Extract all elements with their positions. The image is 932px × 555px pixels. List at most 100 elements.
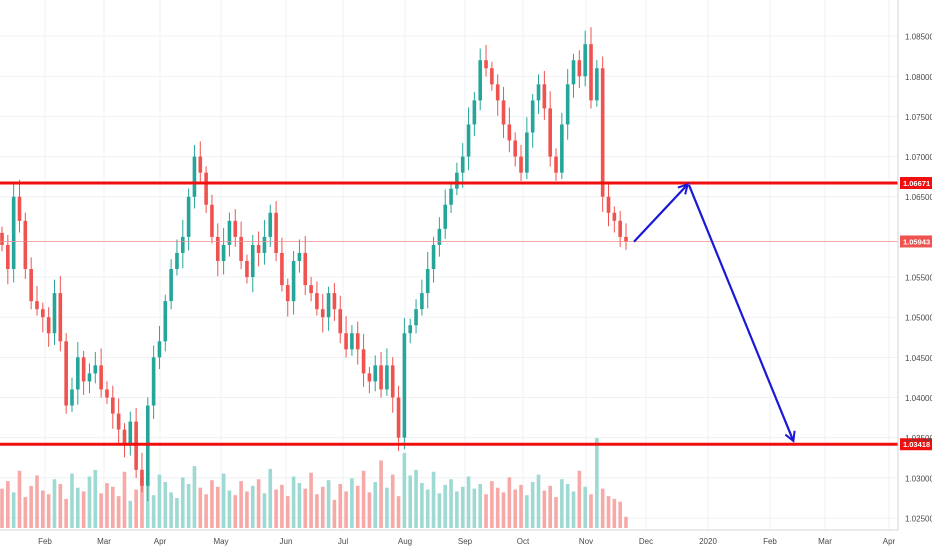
projection-arrows[interactable] xyxy=(633,184,793,440)
candle-body xyxy=(239,236,243,261)
volume-bar xyxy=(169,492,173,528)
candle-body xyxy=(332,293,337,310)
time-tick-label: Jun xyxy=(280,537,293,546)
candle-body xyxy=(245,260,249,278)
volume-bar xyxy=(560,479,564,528)
candle-body xyxy=(227,220,232,245)
candle-body xyxy=(618,220,622,237)
candle-body xyxy=(169,269,173,302)
volume-bar xyxy=(239,481,243,528)
time-tick-label: Mar xyxy=(97,537,111,546)
candle-body xyxy=(542,84,547,109)
volume-bar xyxy=(81,491,86,528)
volume-bar xyxy=(361,470,366,528)
volume-bar xyxy=(0,488,4,528)
volume-bar xyxy=(554,497,558,528)
volume-bar xyxy=(466,476,471,528)
volume-bar xyxy=(215,486,220,528)
candle-body xyxy=(99,365,103,390)
price-label-badge xyxy=(900,177,932,190)
volume-bar xyxy=(431,471,436,528)
candle-body xyxy=(560,124,564,173)
candle-body xyxy=(46,317,51,334)
projection-arrow-up[interactable] xyxy=(633,185,687,243)
volume-bar xyxy=(484,494,488,528)
volume-bar xyxy=(285,496,290,528)
candle-body xyxy=(478,60,483,101)
volume-bar xyxy=(291,476,296,528)
price-tick-label: 1.04000 xyxy=(905,394,932,403)
time-axis[interactable]: Feb Mar Apr May Jun Jul Aug Sep Oct Nov Dec 2020 Feb… xyxy=(38,537,895,546)
volume-bar xyxy=(134,489,138,528)
candle-body xyxy=(274,212,278,253)
price-tick-label: 1.06500 xyxy=(905,193,932,202)
price-axis[interactable]: 1.08500 1.08000 1.07500 1.07000 1.06500 1.055… xyxy=(905,33,932,524)
time-tick-label: Oct xyxy=(517,537,530,546)
candle-body xyxy=(583,44,587,77)
volume-bar xyxy=(455,491,459,528)
volume-bar xyxy=(425,489,430,528)
projection-arrow-down[interactable] xyxy=(687,184,793,440)
candle-body xyxy=(443,204,448,229)
time-tick-label: Feb xyxy=(763,537,777,546)
volume-bar xyxy=(128,500,133,528)
time-tick-label: Mar xyxy=(818,537,832,546)
volume-bar xyxy=(519,484,523,528)
volume-bar xyxy=(140,478,144,528)
candle-body xyxy=(472,100,477,125)
time-tick-label: Sep xyxy=(458,537,473,546)
candle-body xyxy=(589,44,593,101)
volume-bar xyxy=(385,487,389,528)
candle-body xyxy=(355,333,360,350)
volume-bar xyxy=(367,492,372,528)
volume-bar xyxy=(58,483,63,528)
volume-bar xyxy=(472,488,477,528)
time-tick-label: Apr xyxy=(883,537,896,546)
candle-body xyxy=(612,212,617,221)
last-price-badge xyxy=(900,235,932,248)
candle-body xyxy=(379,365,383,390)
volume-bar xyxy=(373,482,378,528)
candle-body xyxy=(315,293,319,310)
candle-body xyxy=(233,220,238,237)
candle-body xyxy=(408,325,413,334)
volume-bar xyxy=(29,485,33,528)
volume-bar xyxy=(52,479,57,528)
volume-bar xyxy=(6,481,10,528)
candle-body xyxy=(81,357,86,382)
candle-body xyxy=(507,124,512,141)
candle-body xyxy=(87,373,92,382)
time-tick-label: Jul xyxy=(338,537,348,546)
price-tick-label: 1.03000 xyxy=(905,474,932,483)
candle-body xyxy=(268,212,273,237)
candle-body xyxy=(577,60,582,77)
volume-bar xyxy=(548,485,552,528)
candle-body xyxy=(70,389,74,406)
candle-body xyxy=(116,413,121,430)
volume-bar xyxy=(151,495,156,528)
volume-bar xyxy=(163,482,168,528)
volume-bar xyxy=(105,483,109,528)
volume-bar xyxy=(589,494,593,528)
candle-body xyxy=(554,156,558,173)
candle-body xyxy=(390,365,395,398)
candle-body xyxy=(420,293,424,310)
candle-body xyxy=(425,269,430,294)
volume-bar xyxy=(355,485,360,528)
volume-bar xyxy=(46,494,51,528)
candle-body xyxy=(128,421,133,446)
volume-bar xyxy=(618,501,622,528)
price-label-badge xyxy=(900,438,932,451)
price-tick-label: 1.08000 xyxy=(905,73,932,82)
horizontal-levels[interactable]: 1.06671 1.03418 1.05943 xyxy=(0,177,932,451)
candle-body xyxy=(76,357,80,390)
volume-bar xyxy=(145,484,150,528)
candle-body xyxy=(250,244,255,278)
price-tick-label: 1.07000 xyxy=(905,153,932,162)
volume-bars xyxy=(0,438,628,528)
candle-body xyxy=(175,252,179,270)
volume-bar xyxy=(449,479,453,528)
volume-bar xyxy=(478,483,483,528)
